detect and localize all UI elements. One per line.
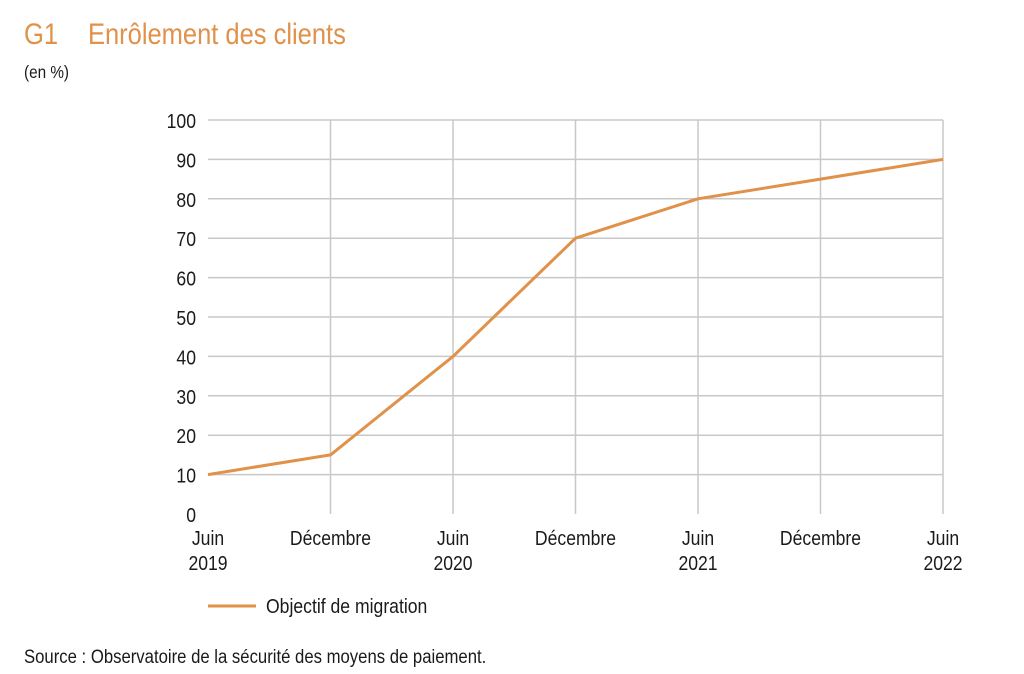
x-tick-group: Décembre xyxy=(535,527,616,549)
y-tick-label: 100 xyxy=(167,110,196,132)
x-tick-label: 2021 xyxy=(678,552,717,574)
legend-label: Objectif de migration xyxy=(266,595,427,617)
x-tick-label: Décembre xyxy=(535,527,616,549)
y-tick-group: 80 xyxy=(176,189,196,211)
y-tick-label: 40 xyxy=(176,346,196,368)
unit-label: (en %) xyxy=(24,62,69,82)
x-tick-group: Décembre xyxy=(290,527,371,549)
y-tick-label: 20 xyxy=(176,425,196,447)
source-note: Source : Observatoire de la sécurité des… xyxy=(24,646,486,667)
x-tick-group: Décembre xyxy=(780,527,861,549)
y-tick-label: 10 xyxy=(176,465,196,487)
x-tick-label: Décembre xyxy=(290,527,371,549)
y-tick-group: 90 xyxy=(176,149,196,171)
x-tick-group: Juin xyxy=(437,527,469,549)
y-tick-group: 70 xyxy=(176,228,196,250)
y-tick-label: 60 xyxy=(176,268,196,290)
x-tick-group: 2022 xyxy=(923,552,962,574)
y-tick-label: 0 xyxy=(186,504,196,526)
x-tick-label: Juin xyxy=(682,527,714,549)
x-tick-group: Juin xyxy=(192,527,224,549)
y-tick-label: 90 xyxy=(176,149,196,171)
x-tick-group: 2021 xyxy=(678,552,717,574)
x-tick-label: 2020 xyxy=(433,552,472,574)
x-tick-group: 2019 xyxy=(188,552,227,574)
chart-title: Enrôlement des clients xyxy=(88,17,346,50)
y-tick-label: 70 xyxy=(176,228,196,250)
x-tick-label: Juin xyxy=(437,527,469,549)
x-tick-group: Juin xyxy=(682,527,714,549)
y-tick-group: 0 xyxy=(186,504,196,526)
y-tick-group: 10 xyxy=(176,465,196,487)
x-tick-label: 2019 xyxy=(188,552,227,574)
x-tick-label: 2022 xyxy=(923,552,962,574)
x-tick-label: Juin xyxy=(192,527,224,549)
y-tick-group: 50 xyxy=(176,307,196,329)
y-tick-label: 50 xyxy=(176,307,196,329)
y-tick-label: 30 xyxy=(176,386,196,408)
chart-number: G1 xyxy=(24,17,58,50)
x-tick-group: Juin xyxy=(927,527,959,549)
y-tick-group: 20 xyxy=(176,425,196,447)
x-tick-label: Juin xyxy=(927,527,959,549)
y-tick-group: 30 xyxy=(176,386,196,408)
y-tick-group: 40 xyxy=(176,346,196,368)
y-tick-label: 80 xyxy=(176,189,196,211)
y-tick-group: 100 xyxy=(167,110,196,132)
y-tick-group: 60 xyxy=(176,268,196,290)
x-tick-label: Décembre xyxy=(780,527,861,549)
x-tick-group: 2020 xyxy=(433,552,472,574)
